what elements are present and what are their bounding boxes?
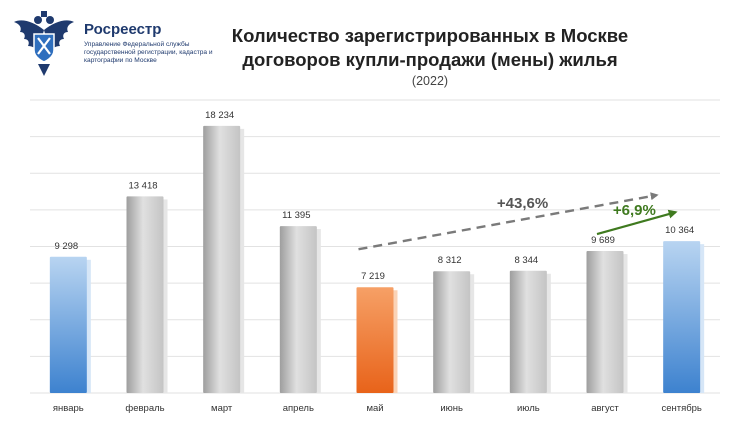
data-label: 9 298 [54,241,78,252]
brand-subtitle: Управление Федеральной службы государств… [84,41,213,65]
brand-name: Росреестр [84,21,162,38]
data-label: 13 418 [128,180,157,191]
bar-февраль [126,196,164,393]
data-labels: 9 298 13 418 18 234 11 395 7 219 8 312 8 344 9 … [54,110,694,282]
data-label: 8 344 [514,255,538,266]
bar-апрель [279,226,317,393]
bar-май [356,287,394,393]
trend-arrow-green [596,209,678,236]
annotation-label: +43,6% [497,195,548,212]
bar-июль [509,270,547,393]
data-label: 7 219 [361,271,385,282]
category-label: апрель [283,403,314,414]
chart-title-line-2: договоров купли-продажи (мены) жилья [242,49,618,70]
trend-arrow-dashed [358,192,659,251]
bar-сентябрь [663,241,701,393]
bar-январь [49,256,87,393]
bar-август [586,251,624,393]
data-label: 18 234 [205,110,234,121]
chart-title: Количество зарегистрированных в Москве д… [210,24,650,72]
category-label: сентябрь [661,403,701,414]
data-label: 11 395 [282,210,310,221]
data-label: 10 364 [665,225,694,236]
bar-июнь [433,271,471,393]
category-label: июль [517,403,540,414]
rosreestr-logo: Росреестр Управление Федеральной службы … [10,8,213,78]
bars [49,125,705,394]
annotation-label: +6,9% [613,202,656,219]
eagle-emblem-icon [14,11,74,76]
chart-title-line-1: Количество зарегистрированных в Москве [231,25,629,46]
category-labels: январь февраль март апрель май июнь июль август… [53,403,702,414]
category-label: март [211,403,233,414]
bar-март [203,125,241,394]
category-label: май [366,403,383,414]
data-label: 8 312 [438,255,462,266]
annotations: +43,6% +6,9% [358,192,678,251]
category-label: февраль [125,403,164,414]
category-label: январь [53,403,84,414]
category-label: август [591,403,619,414]
chart-subtitle: (2022) [411,74,449,88]
category-label: июнь [440,403,463,414]
data-label: 9 689 [591,235,615,246]
